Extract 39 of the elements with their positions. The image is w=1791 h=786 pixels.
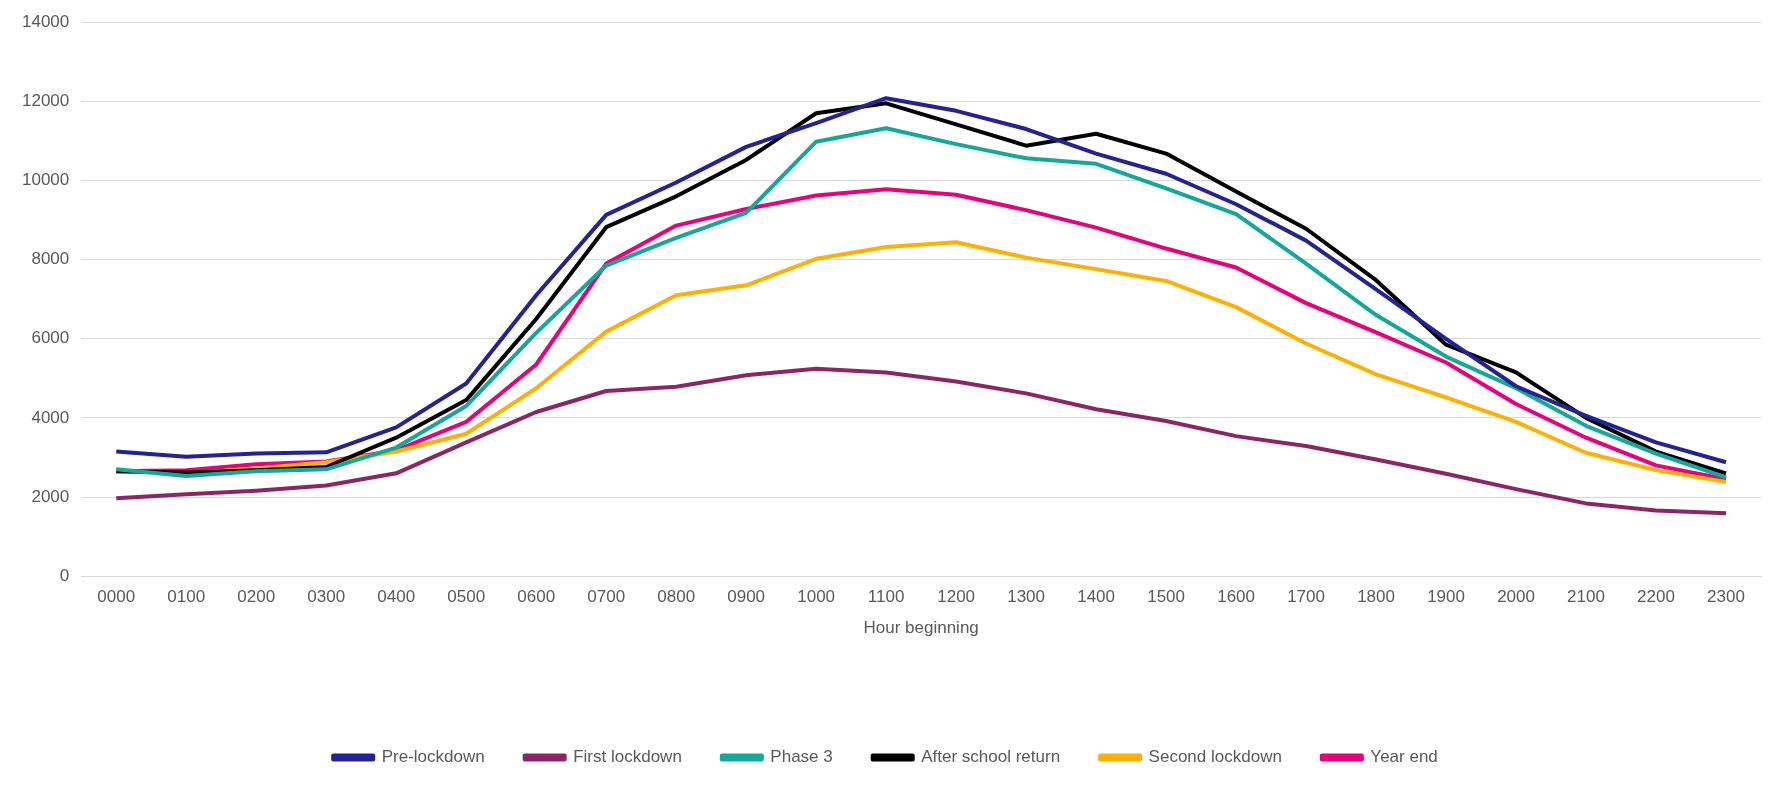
legend-label: Year end — [1370, 747, 1438, 767]
legend-label: Pre-lockdown — [381, 747, 485, 767]
y-tick-label: 2000 — [31, 486, 70, 506]
x-tick-label: 0300 — [307, 587, 346, 607]
x-tick-label: 0100 — [167, 587, 206, 607]
x-tick-label: 1300 — [1007, 587, 1046, 607]
legend-label: Phase 3 — [770, 747, 833, 767]
x-tick-label: 1100 — [867, 587, 905, 607]
x-tick-label: 0600 — [517, 587, 556, 607]
x-tick-label: 1500 — [1147, 587, 1186, 607]
legend-label: Second lockdown — [1148, 747, 1282, 767]
x-tick-label: 1000 — [797, 587, 836, 607]
x-tick-label: 1400 — [1077, 587, 1116, 607]
x-tick-label: 0500 — [447, 587, 486, 607]
y-tick-label: 4000 — [31, 407, 70, 427]
x-tick-label: 1800 — [1357, 587, 1395, 607]
y-tick-label: 6000 — [31, 328, 70, 348]
x-tick-label: 2300 — [1707, 587, 1745, 607]
x-axis-title: Hour beginning — [863, 618, 979, 638]
y-tick-label: 12000 — [21, 91, 70, 111]
y-tick-label: 8000 — [31, 249, 70, 269]
x-tick-label: 2200 — [1637, 587, 1675, 607]
legend-label: First lockdown — [573, 747, 682, 767]
x-tick-label: 1200 — [937, 587, 976, 607]
y-tick-label: 14000 — [21, 11, 70, 31]
x-tick-label: 2100 — [1567, 587, 1605, 607]
x-tick-label: 0400 — [377, 587, 416, 607]
y-tick-label: 10000 — [21, 170, 70, 190]
x-tick-label: 0700 — [587, 587, 626, 607]
legend-label: After school return — [921, 747, 1061, 767]
x-tick-label: 0200 — [237, 587, 276, 607]
x-tick-label: 1900 — [1427, 587, 1465, 607]
x-tick-label: 0800 — [657, 587, 696, 607]
y-tick-label: 0 — [59, 565, 70, 585]
x-tick-label: 1700 — [1287, 587, 1325, 607]
x-tick-label: 1600 — [1217, 587, 1255, 607]
x-tick-label: 2000 — [1497, 587, 1535, 607]
x-tick-label: 0900 — [727, 587, 766, 607]
x-tick-label: 0000 — [97, 587, 136, 607]
